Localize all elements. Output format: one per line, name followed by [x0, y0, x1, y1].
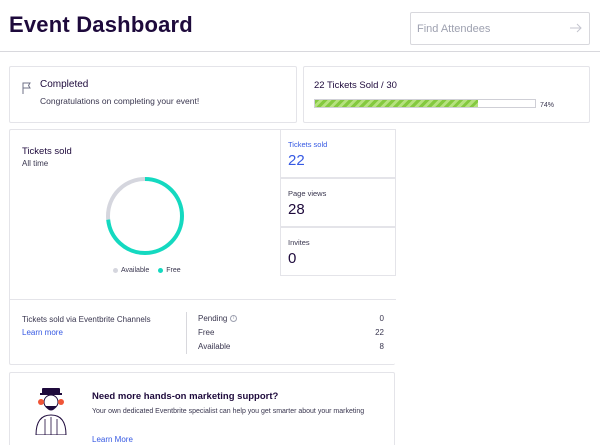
legend-label-available: Available	[121, 267, 150, 274]
stat-value: 28	[288, 201, 305, 218]
donut-segment-available	[106, 177, 184, 255]
page-title: Event Dashboard	[9, 12, 193, 37]
tickets-progress-card: 22 Tickets Sold / 30 74%	[303, 66, 590, 123]
channel-row-label: Pending	[198, 314, 228, 323]
chart-legend: Available Free	[113, 267, 188, 275]
info-icon[interactable]: i	[230, 315, 238, 323]
status-title: Completed	[40, 79, 89, 90]
promo-text: Your own dedicated Eventbrite specialist…	[92, 408, 365, 415]
stat-label: Tickets sold	[288, 140, 328, 149]
stat-value: 0	[288, 250, 297, 267]
channel-row-label: Free	[198, 328, 215, 337]
divider	[186, 312, 187, 354]
stat-label: Page views	[288, 189, 327, 198]
tickets-chart-card: Tickets sold All time Available Free Tic…	[9, 129, 396, 365]
tickets-progress-label: 22 Tickets Sold / 30	[314, 80, 397, 91]
arrow-right-icon[interactable]	[569, 21, 583, 35]
channels-title: Tickets sold via Eventbrite Channels	[22, 315, 151, 324]
promo-title: Need more hands-on marketing support?	[92, 391, 279, 402]
status-card: Completed Congratulations on completing …	[9, 66, 297, 123]
progress-fill	[315, 100, 478, 107]
stat-invites[interactable]: Invites 0	[280, 227, 396, 276]
legend-label-free: Free	[166, 267, 181, 274]
channel-row-value: 8	[379, 342, 384, 351]
stat-label: Invites	[288, 238, 310, 247]
channel-row-pending: Pending i 0	[198, 314, 384, 323]
channel-row-value: 0	[379, 314, 384, 323]
page-header: Event Dashboard	[0, 0, 600, 52]
search-box[interactable]	[410, 12, 590, 45]
channel-row-label: Available	[198, 342, 231, 351]
legend-dot-free	[158, 268, 164, 273]
progress-percent: 74%	[540, 102, 555, 109]
search-input[interactable]	[417, 21, 567, 37]
specialist-illustration-icon	[35, 388, 67, 435]
stat-tickets-sold[interactable]: Tickets sold 22	[280, 129, 396, 178]
tickets-donut-chart	[106, 177, 184, 255]
channel-row-available: Available 8	[198, 342, 384, 351]
channels-learn-more-link[interactable]: Learn more	[22, 328, 63, 337]
channel-row-label-wrap: Pending i	[198, 314, 238, 323]
legend-item-available: Available	[113, 267, 149, 274]
flag-icon	[22, 82, 31, 94]
channels-section: Tickets sold via Eventbrite Channels Lea…	[10, 299, 396, 365]
legend-item-free: Free	[158, 267, 181, 274]
chart-title: Tickets sold	[22, 146, 72, 157]
status-message: Congratulations on completing your event…	[40, 96, 200, 106]
legend-dot-available	[113, 268, 118, 273]
tickets-progress-bar	[314, 99, 536, 108]
stat-value: 22	[288, 152, 305, 169]
chart-subtitle: All time	[22, 159, 49, 168]
channel-row-value: 22	[375, 328, 384, 337]
stat-page-views[interactable]: Page views 28	[280, 178, 396, 227]
marketing-promo-card: Need more hands-on marketing support? Yo…	[9, 372, 395, 445]
promo-learn-more-link[interactable]: Learn More	[92, 435, 133, 444]
channel-row-free: Free 22	[198, 328, 384, 337]
